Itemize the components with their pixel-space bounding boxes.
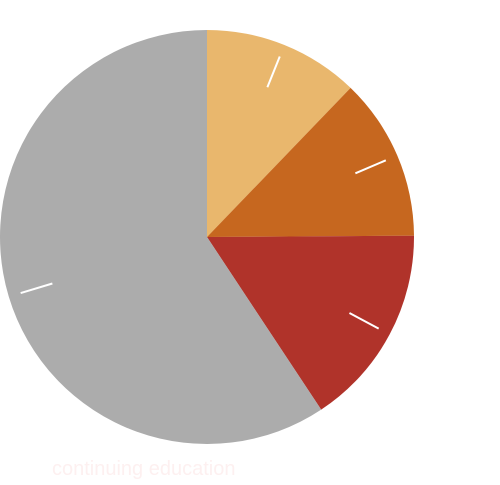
chart-caption: continuing education (52, 458, 236, 480)
pie-slice-1 (207, 30, 351, 237)
pie-slice-2 (207, 87, 414, 238)
pie-slice-3 (207, 235, 414, 410)
slice-leader-line-2 (354, 159, 387, 175)
slice-leader-line-3 (348, 312, 380, 330)
slice-leader-line-1 (266, 56, 281, 88)
pie-slice-4 (0, 30, 322, 444)
slice-leader-line-4 (20, 282, 53, 295)
